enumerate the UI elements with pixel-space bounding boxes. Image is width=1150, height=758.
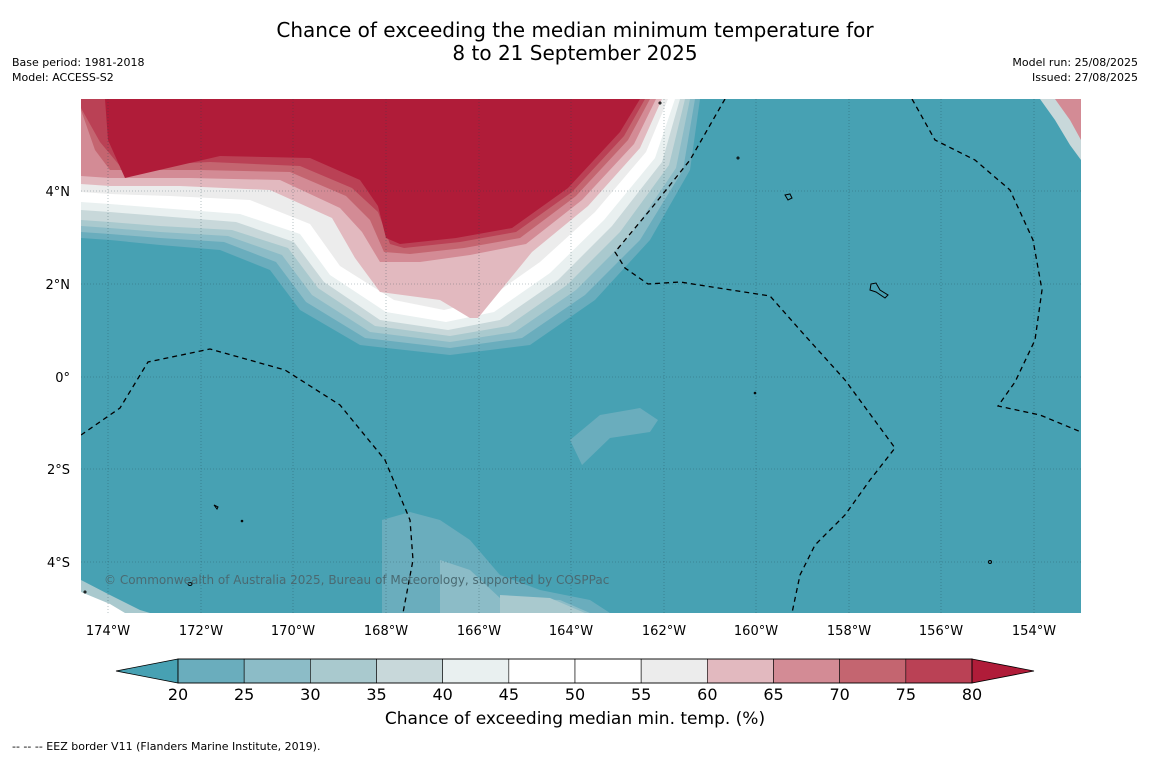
colorbar-cell — [508, 658, 576, 684]
colorbar-cell — [574, 658, 642, 684]
longitude-labels: 174°W 172°W 170°W 168°W 166°W 164°W 162°… — [86, 624, 1056, 639]
colorbar-cells — [177, 658, 973, 684]
eez-borders — [81, 99, 1081, 613]
title-line-2: 8 to 21 September 2025 — [452, 41, 698, 65]
islands — [83, 101, 992, 594]
colorbar-tick-label: 60 — [697, 685, 717, 704]
patch-south-core — [500, 595, 585, 613]
model-name: Model: ACCESS-S2 — [12, 71, 114, 84]
colorbar-outline — [177, 658, 973, 684]
colorbar-cell — [243, 658, 311, 684]
colorbar-tick-label: 80 — [962, 685, 982, 704]
colorbar-tick-label: 25 — [234, 685, 254, 704]
lon-label-168w: 168°W — [364, 624, 408, 639]
colorbar-tick-label: 50 — [565, 685, 585, 704]
model-run: Model run: 25/08/2025 — [1012, 56, 1138, 69]
colorbar-tick-label: 45 — [499, 685, 519, 704]
issued-date: Issued: 27/08/2025 — [1031, 71, 1138, 84]
colorbar-cell — [442, 658, 510, 684]
lat-label-2n: 2°N — [46, 278, 71, 293]
lon-label-156w: 156°W — [919, 624, 963, 639]
eez-footnote: -- -- -- EEZ border V11 (Flanders Marine… — [12, 740, 321, 753]
colorbar-cell — [177, 658, 245, 684]
colorbar-low-extend — [115, 658, 179, 684]
patch-equator — [570, 408, 658, 465]
colorbar-tick-label: 70 — [829, 685, 849, 704]
colorbar-ticks: 20 25 30 35 40 45 50 55 60 65 70 75 80 — [168, 685, 982, 704]
base-period: Base period: 1981-2018 — [12, 56, 145, 69]
title-line-1: Chance of exceeding the median minimum t… — [276, 18, 874, 42]
ne-corner-warm — [1055, 99, 1081, 140]
meta-right: Model run: 25/08/2025 Issued: 27/08/2025 — [1012, 55, 1138, 85]
lon-label-154w: 154°W — [1012, 624, 1056, 639]
patch-south — [382, 512, 610, 613]
warm-core — [105, 99, 640, 244]
colorbar-cell — [310, 658, 377, 684]
lon-label-158w: 158°W — [827, 624, 871, 639]
colorbar-tick-label: 20 — [168, 685, 188, 704]
lon-label-170w: 170°W — [271, 624, 315, 639]
copyright-notice: © Commonwealth of Australia 2025, Bureau… — [104, 573, 609, 587]
colorbar-tick-label: 35 — [366, 685, 386, 704]
lat-label-0: 0° — [55, 371, 70, 386]
lon-label-162w: 162°W — [642, 624, 686, 639]
colorbar-tick-label: 75 — [896, 685, 916, 704]
latitude-labels: 4°N 2°N 0° 2°S 4°S — [46, 185, 71, 571]
lon-label-172w: 172°W — [179, 624, 223, 639]
colorbar-tick-label: 40 — [432, 685, 452, 704]
colorbar-cell — [905, 658, 973, 684]
colorbar-tick-label: 55 — [631, 685, 651, 704]
colorbar-tick-label: 30 — [300, 685, 320, 704]
colorbar-cell — [707, 658, 774, 684]
colorbar-cell — [640, 658, 708, 684]
colorbar-title: Chance of exceeding median min. temp. (%… — [384, 709, 766, 729]
lon-label-166w: 166°W — [457, 624, 501, 639]
colorbar-cell — [773, 658, 840, 684]
lat-label-4s: 4°S — [47, 556, 70, 571]
lon-label-164w: 164°W — [549, 624, 593, 639]
colorbar: 20 25 30 35 40 45 50 55 60 65 70 75 80 — [115, 658, 1035, 704]
colorbar-cell — [839, 658, 907, 684]
lon-label-160w: 160°W — [734, 624, 778, 639]
sw-corner-white — [81, 592, 125, 613]
lon-label-174w: 174°W — [86, 624, 130, 639]
colorbar-high-extend — [971, 658, 1035, 684]
map-area: © Commonwealth of Australia 2025, Bureau… — [81, 99, 1081, 613]
colorbar-cell — [376, 658, 443, 684]
lat-label-2s: 2°S — [47, 463, 70, 478]
meta-left: Base period: 1981-2018 Model: ACCESS-S2 — [12, 55, 144, 85]
lat-label-4n: 4°N — [46, 185, 71, 200]
colorbar-tick-label: 65 — [763, 685, 783, 704]
map-title: Chance of exceeding the median minimum t… — [0, 19, 1150, 65]
